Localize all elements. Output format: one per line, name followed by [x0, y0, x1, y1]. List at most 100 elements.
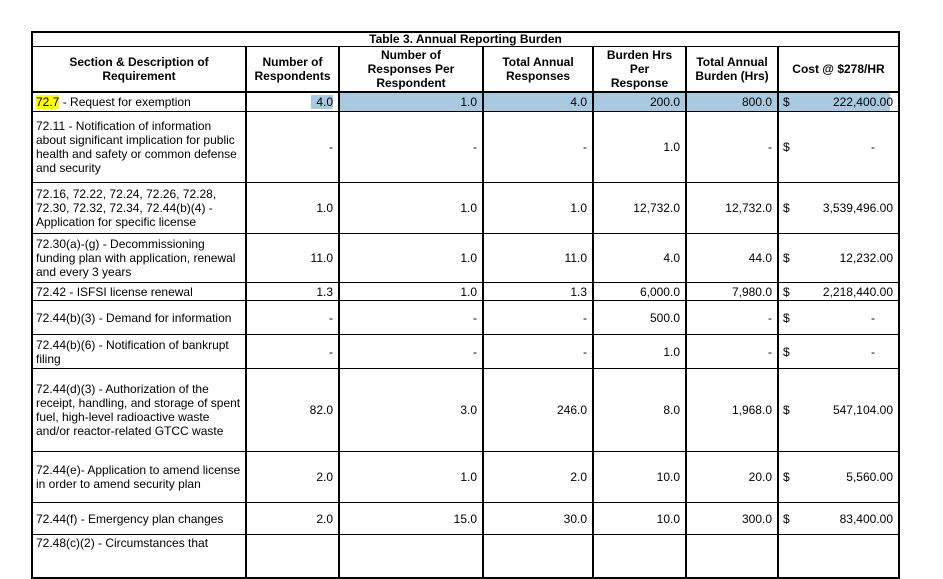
value-cell: 11.0 — [245, 233, 340, 283]
cell-value: - — [473, 344, 477, 359]
value-cell: 4.0 — [482, 91, 594, 112]
cell-value: - — [583, 140, 587, 154]
table-row: 72.11 - Notification of information abou… — [31, 111, 900, 183]
cell-value: 1.0 — [460, 201, 477, 215]
value-cell: 7,980.0 — [685, 282, 779, 301]
cost-cell: $12,232.00 — [777, 233, 900, 283]
section-description-text: 72.44(d)(3) - Authorization of the recei… — [36, 382, 241, 438]
section-description-text: 72.30(a)-(g) - Decommissioning funding p… — [36, 237, 236, 279]
cost-cell: $3,539,496.00 — [777, 182, 900, 234]
table-title-row: Table 3. Annual Reporting Burden — [31, 31, 900, 47]
cell-value: 200.0 — [649, 95, 680, 109]
table-row: 72.44(b)(3) - Demand for information - - - 5… — [31, 300, 900, 335]
cell-value: 1.0 — [570, 201, 587, 215]
table-row: 72.16, 72.22, 72.24, 72.26, 72.28, 72.30… — [31, 182, 900, 234]
cell-value: 11.0 — [310, 251, 333, 265]
value-cell: 4.0 — [592, 233, 687, 283]
cost-cell: $547,104.00 — [777, 368, 900, 452]
value-cell: - — [482, 111, 594, 183]
cell-value: - — [768, 344, 772, 359]
value-cell: 11.0 — [482, 233, 594, 283]
currency-symbol: $ — [783, 511, 790, 526]
section-description-cell: 72.7 - Request for exemption — [31, 91, 247, 112]
cell-value: - — [473, 140, 477, 154]
value-cell: - — [338, 300, 484, 335]
value-cell: 3.0 — [338, 368, 484, 452]
cell-value: 300.0 — [741, 511, 772, 526]
table-title: Table 3. Annual Reporting Burden — [31, 31, 900, 47]
cell-value: 30.0 — [563, 511, 587, 526]
table-row: 72.44(f) - Emergency plan changes 2.0 15.0… — [31, 502, 900, 535]
cell-value: 15.0 — [453, 511, 477, 526]
cell-value: - — [329, 310, 333, 325]
section-description-text: 72.16, 72.22, 72.24, 72.26, 72.28, 72.30… — [36, 187, 217, 229]
value-cell: - — [245, 334, 340, 369]
section-description-cell: 72.44(d)(3) - Authorization of the recei… — [31, 368, 247, 452]
value-cell: 30.0 — [482, 502, 594, 535]
cost-value: - — [871, 344, 875, 359]
value-cell: 1.3 — [245, 282, 340, 301]
cost-cell — [777, 534, 900, 579]
cell-value: - — [583, 310, 587, 325]
cell-value: 1.3 — [316, 284, 333, 299]
currency-symbol: $ — [783, 201, 790, 215]
cell-value: 6,000.0 — [639, 284, 680, 299]
cell-value: 1.0 — [316, 201, 333, 215]
cell-value: 4.0 — [570, 95, 587, 109]
cell-value: - — [329, 140, 333, 154]
currency-symbol: $ — [783, 284, 790, 299]
section-description-cell: 72.42 - ISFSI license renewal — [31, 282, 247, 301]
section-ref-highlight: 72.7 — [36, 95, 60, 109]
cell-value: 44.0 — [748, 251, 772, 265]
value-cell: 82.0 — [245, 368, 340, 452]
cell-value: 12,732.0 — [633, 201, 680, 215]
section-description-text: 72.44(e)- Application to amend license i… — [36, 463, 241, 491]
cell-value: 1.0 — [663, 140, 680, 154]
cell-value: 246.0 — [556, 403, 587, 417]
section-description-text: 72.44(f) - Emergency plan changes — [36, 511, 224, 526]
table-row: 72.44(d)(3) - Authorization of the recei… — [31, 368, 900, 452]
cost-value: 547,104.00 — [832, 403, 893, 417]
cell-value: 1.0 — [460, 470, 477, 484]
currency-symbol: $ — [783, 95, 790, 109]
cost-cell: $83,400.00 — [777, 502, 900, 535]
table-header-row: Section & Description of Requirement Num… — [31, 46, 900, 93]
value-cell: - — [338, 111, 484, 183]
value-cell: 12,732.0 — [685, 182, 779, 234]
value-cell: - — [685, 334, 779, 369]
column-header-cost-per-hr: Cost @ $278/HR — [777, 46, 900, 93]
section-description-cell: 72.48(c)(2) - Circumstances that — [31, 534, 247, 579]
cell-value: 800.0 — [741, 95, 772, 109]
value-cell: 200.0 — [592, 91, 687, 112]
currency-symbol: $ — [783, 310, 790, 325]
section-description-text: 72.44(b)(3) - Demand for information — [36, 310, 232, 325]
value-cell: 10.0 — [592, 451, 687, 503]
table-row: 72.7 - Request for exemption 4.0 1.0 4.0 200… — [31, 91, 900, 112]
cell-value: 10.0 — [656, 470, 680, 484]
section-description-cell: 72.44(f) - Emergency plan changes — [31, 502, 247, 535]
cost-value: - — [871, 310, 875, 325]
section-description-cell: 72.11 - Notification of information abou… — [31, 111, 247, 183]
value-cell: 12,732.0 — [592, 182, 687, 234]
currency-symbol: $ — [783, 140, 790, 154]
cost-cell: $ - — [777, 111, 900, 183]
cell-value: - — [768, 140, 772, 154]
value-cell: - — [245, 300, 340, 335]
table-row: 72.30(a)-(g) - Decommissioning funding p… — [31, 233, 900, 283]
value-cell: 1.3 — [482, 282, 594, 301]
cell-value: 20.0 — [748, 470, 772, 484]
cell-value: 1.0 — [663, 344, 680, 359]
value-cell: - — [482, 334, 594, 369]
value-cell: 15.0 — [338, 502, 484, 535]
value-cell: 500.0 — [592, 300, 687, 335]
table-row: 72.44(e)- Application to amend license i… — [31, 451, 900, 503]
cell-value: 500.0 — [649, 310, 680, 325]
cost-cell: $ - — [777, 300, 900, 335]
section-description-text: 72.11 - Notification of information abou… — [36, 119, 237, 175]
cell-value: - — [583, 344, 587, 359]
cell-value: - — [768, 310, 772, 325]
cost-cell: $5,560.00 — [777, 451, 900, 503]
value-cell: - — [482, 300, 594, 335]
value-cell: 1.0 — [338, 91, 484, 112]
cell-value: 2.0 — [316, 511, 333, 526]
